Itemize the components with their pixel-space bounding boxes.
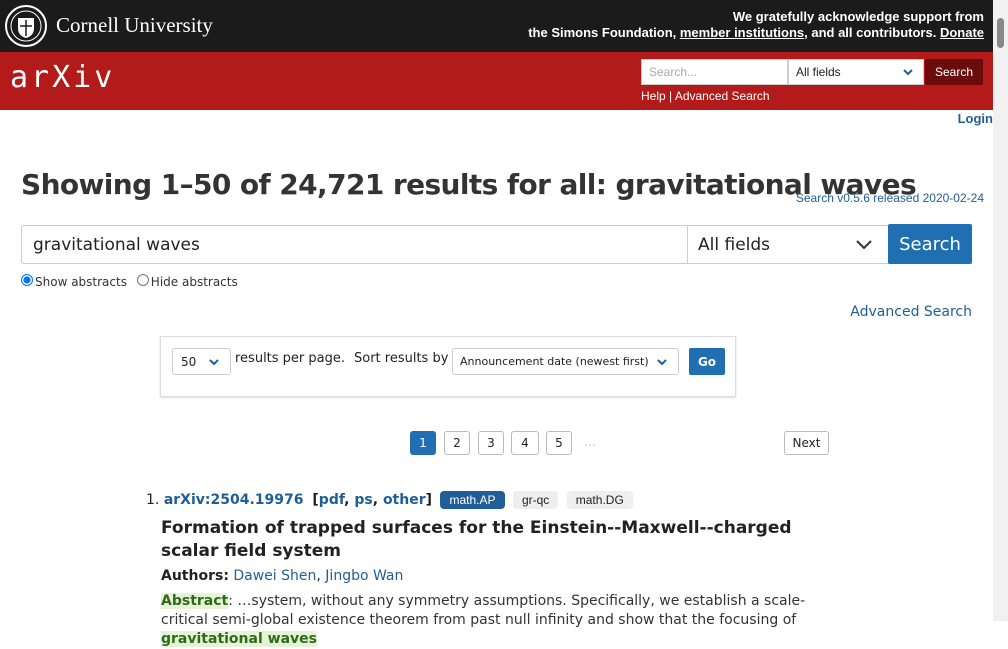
chevron bbox=[209, 359, 219, 366]
highlight: gravitational waves bbox=[161, 631, 317, 647]
result-title: Formation of trapped surfaces for the Ei… bbox=[161, 518, 792, 561]
pdf-link[interactable]: pdf bbox=[318, 492, 345, 508]
advanced-search-link[interactable]: Advanced Search bbox=[850, 304, 972, 320]
nav-search-input[interactable]: Search... bbox=[641, 59, 788, 85]
header-bar: Cornell University We gratefully acknowl… bbox=[0, 0, 993, 52]
field: All fields bbox=[796, 65, 841, 79]
sort-select[interactable]: Announcement date (newest first) bbox=[452, 348, 679, 375]
primary-tag: math.AP bbox=[440, 491, 505, 509]
per-page-label: results per page. bbox=[235, 351, 346, 366]
nav-bar: arXiv Search... All fields Search Help |… bbox=[0, 52, 993, 110]
tag: math.DG bbox=[566, 491, 633, 509]
controls-panel: 50 results per page. Sort results by Ann… bbox=[160, 336, 736, 397]
separator: | bbox=[669, 89, 673, 103]
result-authors: Authors: Dawei Shen, Jingbo Wan bbox=[161, 568, 403, 584]
next-link[interactable]: Next bbox=[784, 431, 829, 455]
nav-search-button[interactable]: Search bbox=[925, 59, 983, 85]
chevron bbox=[856, 240, 872, 250]
placeholder: Search... bbox=[649, 65, 698, 79]
abstract-label: Abstract bbox=[161, 593, 229, 609]
bracket: [ bbox=[312, 492, 319, 508]
scroll-thumb[interactable] bbox=[997, 18, 1004, 48]
search-button[interactable]: Search bbox=[888, 224, 972, 264]
author-link[interactable]: Jingbo Wan bbox=[325, 568, 404, 584]
support-line: We gratefully acknowledge support from bbox=[732, 9, 984, 24]
query: gravitational waves bbox=[33, 234, 200, 255]
other-link[interactable]: other bbox=[382, 492, 426, 508]
advanced-link[interactable]: Advanced Search bbox=[674, 89, 770, 103]
result-header: 1. arXiv:2504.19976 [pdf, ps, other] mat… bbox=[146, 491, 633, 509]
support-prefix: the Simons Foundation, bbox=[528, 25, 677, 40]
link-separator: , bbox=[344, 492, 355, 508]
results-title: Showing 1–50 of 24,721 results for all: … bbox=[21, 168, 917, 201]
field-select[interactable]: All fields bbox=[687, 225, 889, 264]
page-link[interactable]: 4 bbox=[511, 431, 539, 455]
member-link[interactable]: member institutions bbox=[679, 25, 805, 40]
arxiv-id[interactable]: arXiv:2504.19976 bbox=[163, 492, 304, 508]
page-link[interactable]: 3 bbox=[478, 431, 504, 455]
ps-link[interactable]: ps bbox=[354, 492, 373, 508]
author-separator: , bbox=[316, 568, 326, 584]
query-input[interactable]: gravitational waves bbox=[21, 225, 688, 264]
show-radio[interactable] bbox=[21, 274, 33, 286]
page-link[interactable]: 5 bbox=[546, 431, 572, 455]
brand[interactable]: Cornell University bbox=[56, 13, 213, 37]
chevron bbox=[903, 69, 913, 76]
donate-link[interactable]: Donate bbox=[939, 25, 984, 40]
version-link[interactable]: Search v0.5.6 released 2020-02-24 bbox=[795, 191, 984, 205]
per-page: 50 bbox=[181, 354, 197, 369]
scrollbar[interactable] bbox=[993, 0, 1008, 621]
show-abstracts[interactable]: Show abstracts bbox=[35, 275, 127, 289]
per-page-select[interactable]: 50 bbox=[172, 348, 231, 375]
support-suffix: , and all contributors. bbox=[804, 25, 937, 40]
ellipsis: … bbox=[584, 435, 596, 449]
nav-links: Help | Advanced Search bbox=[641, 89, 770, 103]
tag: gr-qc bbox=[512, 491, 559, 509]
go-button[interactable]: Go bbox=[689, 348, 725, 375]
author-link[interactable]: Dawei Shen bbox=[233, 568, 317, 584]
page-link[interactable]: 1 bbox=[410, 431, 436, 455]
hide-abstracts[interactable]: Hide abstracts bbox=[150, 275, 238, 289]
support-line: the Simons Foundation, member institutio… bbox=[528, 25, 984, 40]
bracket: ] bbox=[425, 492, 433, 508]
sort: Announcement date (newest first) bbox=[460, 355, 649, 368]
authors-label: Authors: bbox=[161, 568, 229, 584]
abstract-toggle: Show abstracts Hide abstracts bbox=[21, 274, 238, 289]
nav-field-select[interactable]: All fields bbox=[788, 59, 924, 85]
abstract-text: : …system, without any symmetry assumpti… bbox=[161, 593, 806, 628]
link-separator: , bbox=[372, 492, 383, 508]
login-link[interactable]: Login bbox=[957, 111, 993, 126]
arxiv-logo[interactable]: arXiv bbox=[10, 60, 116, 95]
sort-label: Sort results by bbox=[354, 351, 449, 366]
result-index: 1. bbox=[146, 492, 160, 508]
chevron bbox=[657, 359, 667, 366]
page-link[interactable]: 2 bbox=[444, 431, 470, 455]
hide-radio[interactable] bbox=[136, 274, 149, 286]
field: All fields bbox=[698, 234, 771, 255]
cornell-seal bbox=[5, 5, 47, 47]
help-link[interactable]: Help bbox=[641, 89, 666, 103]
